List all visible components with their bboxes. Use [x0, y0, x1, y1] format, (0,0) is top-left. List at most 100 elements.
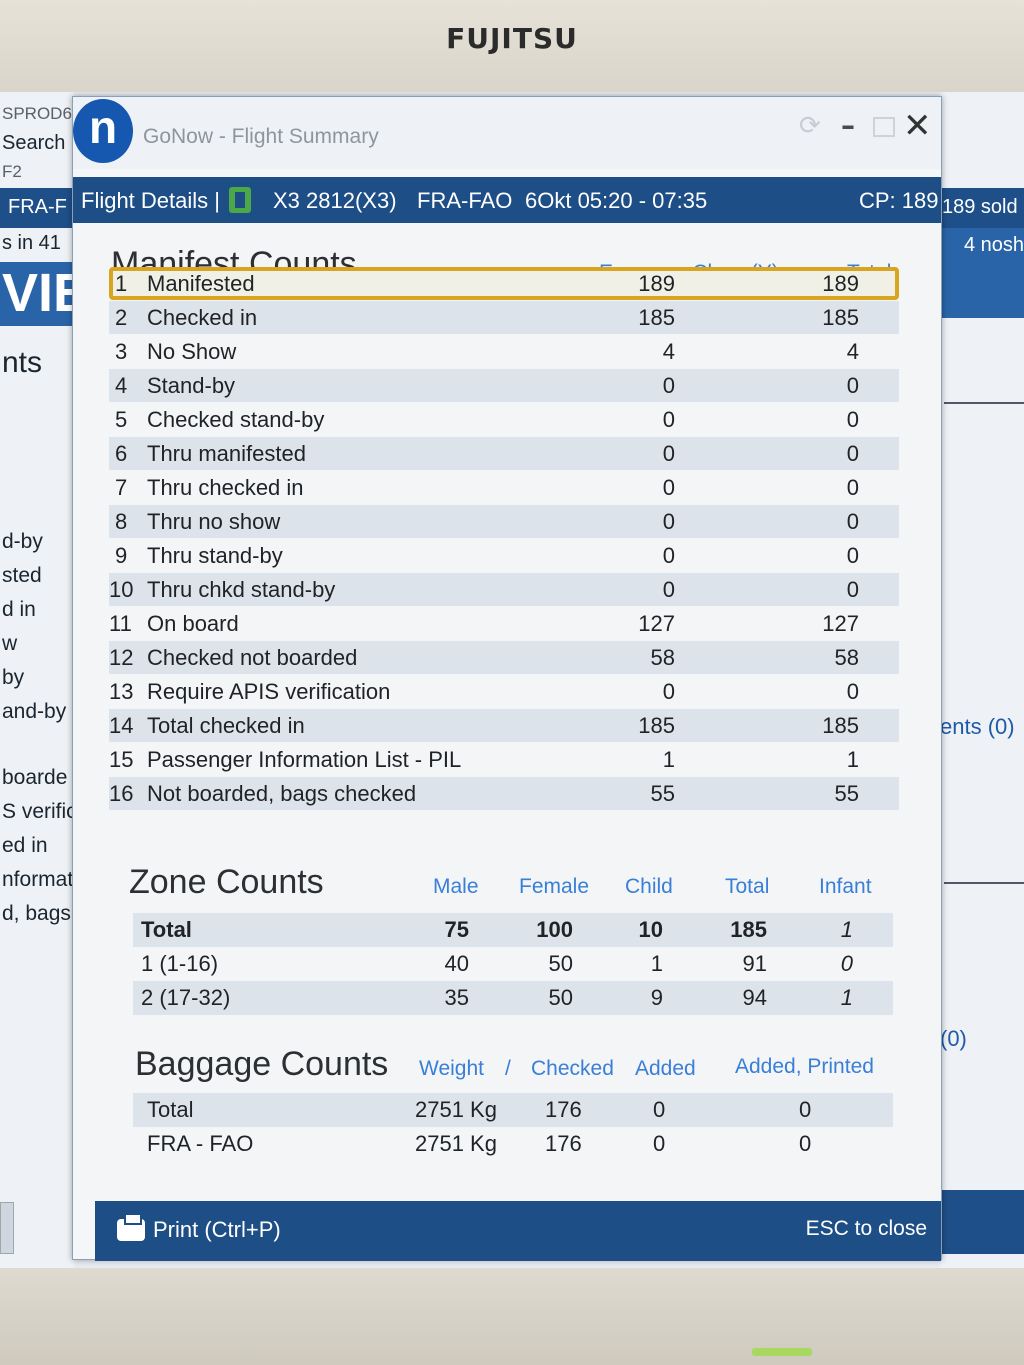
flight-details-bar: Flight Details | X3 2812(X3) FRA-FAO 6Ok… [73, 177, 941, 223]
bg-search-link[interactable]: Search [2, 132, 66, 154]
row-number: 15 [109, 747, 134, 772]
row-number: 9 [115, 543, 128, 568]
economy-value: 185 [638, 305, 675, 330]
manifest-row[interactable]: 4 Stand-by 0 0 [109, 369, 899, 402]
monitor-bezel-bottom [0, 1268, 1024, 1365]
row-label: Total checked in [147, 713, 305, 738]
power-led [752, 1348, 812, 1356]
manifest-row[interactable]: 13 Require APIS verification 0 0 [109, 675, 899, 708]
row-label: Checked stand-by [147, 407, 325, 432]
zone-counts-title: Zone Counts [129, 863, 324, 901]
bg-list-item: by [2, 666, 25, 689]
row-number: 8 [115, 509, 128, 534]
manifest-row[interactable]: 7 Thru checked in 0 0 [109, 471, 899, 504]
col-separator: / [505, 1057, 511, 1080]
baggage-label: FRA - FAO [147, 1131, 254, 1156]
row-number: 13 [109, 679, 134, 704]
manifest-row[interactable]: 3 No Show 4 4 [109, 335, 899, 368]
manifest-row[interactable]: 5 Checked stand-by 0 0 [109, 403, 899, 436]
row-label: Thru stand-by [147, 543, 283, 568]
zone-infant: 1 [840, 917, 853, 942]
row-label: On board [147, 611, 239, 636]
row-label: Passenger Information List - PIL [147, 747, 462, 772]
manifest-row[interactable]: 14 Total checked in 185 185 [109, 709, 899, 742]
baggage-weight: 2751 Kg [415, 1097, 497, 1122]
col-zone-total: Total [725, 875, 770, 898]
baggage-added-printed: 0 [799, 1097, 812, 1122]
total-value: 0 [846, 407, 859, 432]
row-number: 10 [109, 577, 134, 602]
minimize-button[interactable]: – [841, 109, 855, 142]
row-number: 6 [115, 441, 128, 466]
manifest-row[interactable]: 10 Thru chkd stand-by 0 0 [109, 573, 899, 606]
row-number: 2 [115, 305, 128, 330]
manifest-row[interactable]: 6 Thru manifested 0 0 [109, 437, 899, 470]
divider [944, 402, 1024, 404]
manifest-row[interactable]: 8 Thru no show 0 0 [109, 505, 899, 538]
zone-label: 2 (17-32) [141, 985, 231, 1010]
window-title: GoNow - Flight Summary [143, 125, 379, 148]
background-app-left: SPROD6 Search F2 FRA-F s in 41 VIE nts d… [0, 92, 87, 1268]
monitor-bezel-top: FUJITSU [0, 0, 1024, 92]
row-label: Checked not boarded [147, 645, 358, 670]
manifest-row[interactable]: 1 Manifested 189 189 [109, 267, 899, 300]
bg-link[interactable]: (0) [940, 1026, 967, 1051]
manifest-row[interactable]: 16 Not boarded, bags checked 55 55 [109, 777, 899, 810]
row-number: 7 [115, 475, 128, 500]
col-weight: Weight [419, 1057, 484, 1080]
zone-total: 94 [742, 985, 767, 1010]
maximize-button[interactable] [873, 117, 895, 137]
baggage-counts-title: Baggage Counts [135, 1045, 389, 1083]
zone-total: 91 [742, 951, 767, 976]
baggage-row: FRA - FAO 2751 Kg 176 0 0 [133, 1127, 893, 1161]
total-value: 185 [822, 713, 859, 738]
esc-close-hint: ESC to close [805, 1217, 927, 1240]
zone-label: Total [141, 917, 192, 942]
bg-list-item: w [2, 632, 18, 655]
bg-bottom-bar [940, 1190, 1024, 1254]
print-button[interactable]: Print (Ctrl+P) [117, 1213, 281, 1243]
zone-female: 50 [548, 951, 573, 976]
flight-number: X3 2812(X3) [273, 188, 397, 213]
total-value: 58 [834, 645, 859, 670]
bg-link[interactable]: ents (0) [940, 714, 1015, 739]
col-male: Male [433, 875, 479, 898]
row-number: 11 [109, 611, 132, 636]
baggage-weight: 2751 Kg [415, 1131, 497, 1156]
manifest-row[interactable]: 15 Passenger Information List - PIL 1 1 [109, 743, 899, 776]
manifest-row[interactable]: 9 Thru stand-by 0 0 [109, 539, 899, 572]
bg-sold-bar: 189 sold [940, 188, 1024, 228]
economy-value: 0 [662, 543, 675, 568]
row-label: Thru chkd stand-by [147, 577, 336, 602]
close-button[interactable]: ✕ [903, 106, 932, 146]
zone-row: Total 75 100 10 185 1 [133, 913, 893, 947]
flight-summary-window: n GoNow - Flight Summary ⟳ – ✕ Flight De… [72, 96, 942, 1261]
col-child: Child [625, 875, 673, 898]
economy-value: 0 [662, 509, 675, 534]
zone-infant: 1 [840, 985, 853, 1010]
row-label: Manifested [147, 271, 255, 296]
row-number: 4 [115, 373, 128, 398]
bg-hero: VIE [0, 262, 74, 326]
manifest-row[interactable]: 11 On board 127 127 [109, 607, 899, 640]
total-value: 0 [846, 543, 859, 568]
total-value: 189 [822, 271, 859, 296]
zone-row: 1 (1-16) 40 50 1 91 0 [133, 947, 893, 981]
row-number: 14 [109, 713, 134, 738]
manifest-row[interactable]: 2 Checked in 185 185 [109, 301, 899, 334]
total-value: 0 [846, 441, 859, 466]
bg-text: s in 41 [2, 232, 61, 254]
manifest-row[interactable]: 12 Checked not boarded 58 58 [109, 641, 899, 674]
window-titlebar[interactable]: n GoNow - Flight Summary ⟳ – ✕ [73, 97, 941, 169]
economy-value: 185 [638, 713, 675, 738]
refresh-icon[interactable]: ⟳ [799, 111, 821, 141]
zone-child: 10 [638, 917, 663, 942]
bg-flight-bar: FRA-F [0, 188, 74, 228]
total-value: 4 [846, 339, 859, 364]
row-number: 12 [109, 645, 134, 670]
print-button-label: Print (Ctrl+P) [153, 1217, 281, 1242]
baggage-row: Total 2751 Kg 176 0 0 [133, 1093, 893, 1127]
total-value: 1 [846, 747, 859, 772]
economy-value: 0 [662, 407, 675, 432]
row-label: Thru checked in [147, 475, 304, 500]
